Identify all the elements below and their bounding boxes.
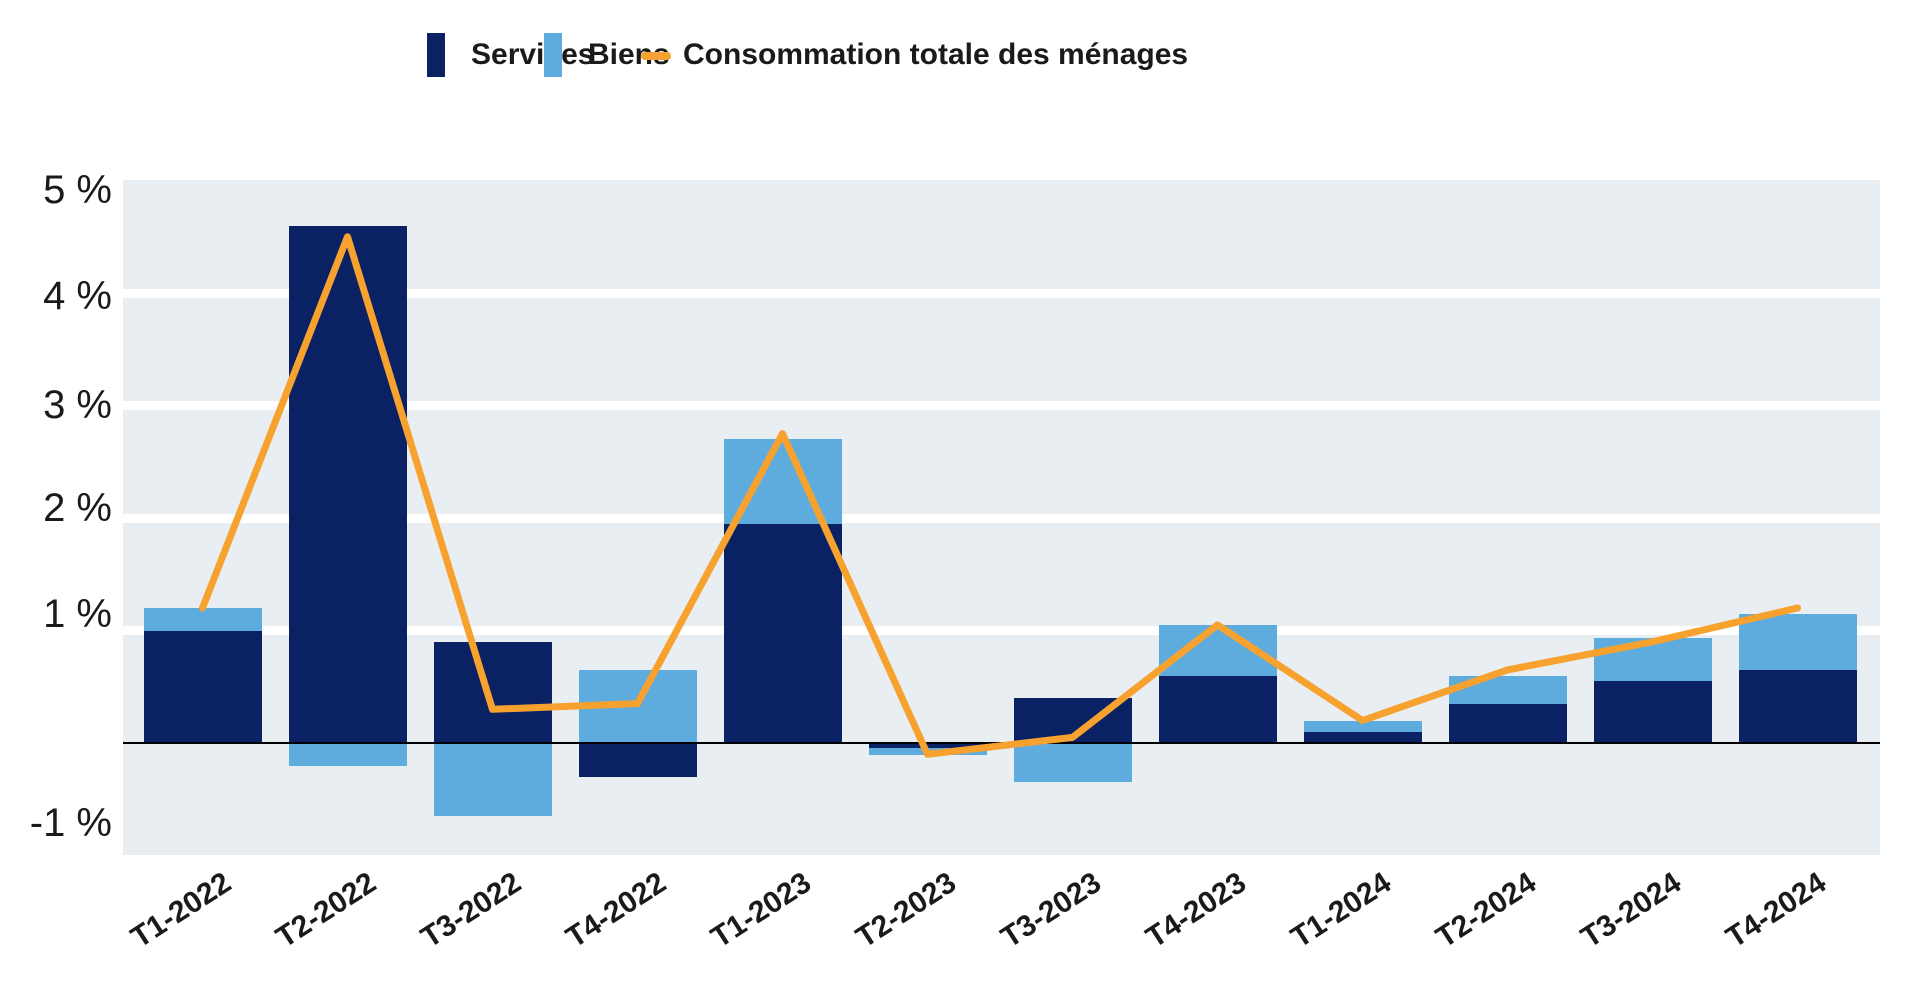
x-label-t2-2024: T2-2024: [1429, 866, 1542, 955]
bar-services-t2-2022: [288, 225, 407, 743]
x-label-t4-2023: T4-2023: [1139, 866, 1252, 955]
bar-biens-t1-2024: [1303, 720, 1422, 732]
x-label-t1-2024: T1-2024: [1284, 866, 1397, 955]
bar-biens-t2-2022: [288, 743, 407, 766]
bar-services-t4-2024: [1738, 669, 1857, 743]
x-label-t3-2024: T3-2024: [1574, 866, 1687, 955]
x-label-t2-2023: T2-2023: [849, 866, 962, 955]
y-tick-4-: 4 %: [43, 274, 112, 318]
legend-item-services: Services: [427, 33, 594, 77]
gridline-3pct: [123, 401, 1880, 410]
y-tick--1-: -1 %: [29, 801, 112, 845]
plot-area: [123, 180, 1880, 855]
legend: Services Biens Consommation totale des m…: [0, 0, 1920, 100]
bar-biens-t3-2024: [1593, 638, 1712, 682]
bar-services-t1-2023: [723, 523, 842, 743]
x-label-t1-2022: T1-2022: [124, 866, 237, 955]
bar-services-t3-2022: [433, 641, 552, 743]
y-tick-5-: 5 %: [43, 168, 112, 212]
gridline-2pct: [123, 513, 1880, 523]
total-consumption-line: [199, 233, 1801, 758]
biens-swatch-icon: [544, 33, 562, 77]
total-line-layer: [199, 233, 1801, 758]
legend-item-total: Consommation totale des ménages: [641, 33, 1188, 77]
legend-label-total: Consommation totale des ménages: [683, 38, 1189, 71]
bar-biens-t4-2024: [1738, 613, 1857, 670]
total-line-swatch-icon: [641, 52, 671, 60]
x-label-t2-2022: T2-2022: [269, 866, 382, 955]
bar-services-t1-2022: [143, 630, 262, 743]
x-label-t1-2023: T1-2023: [704, 866, 817, 955]
bar-services-t3-2024: [1593, 681, 1712, 743]
bar-services-t4-2023: [1158, 675, 1277, 743]
y-tick-3-: 3 %: [43, 383, 112, 427]
y-tick-2-: 2 %: [43, 486, 112, 530]
x-label-t3-2022: T3-2022: [414, 866, 527, 955]
x-label-t4-2024: T4-2024: [1719, 866, 1832, 955]
bar-services-t2-2023: [868, 743, 987, 748]
bar-biens-t3-2023: [1013, 743, 1132, 783]
gridline-4pct: [123, 288, 1880, 298]
y-tick-1-: 1 %: [43, 592, 112, 636]
bar-services-t2-2024: [1448, 703, 1567, 743]
legend-label-services: Services: [471, 38, 595, 71]
gridline-1pct: [123, 626, 1880, 635]
bar-biens-t1-2022: [143, 608, 262, 631]
bar-services-t1-2024: [1303, 731, 1422, 743]
x-label-t4-2022: T4-2022: [559, 866, 672, 955]
services-swatch-icon: [427, 33, 445, 77]
bar-services-t4-2022: [578, 743, 697, 777]
x-label-t3-2023: T3-2023: [994, 866, 1107, 955]
bar-biens-t3-2022: [433, 743, 552, 817]
